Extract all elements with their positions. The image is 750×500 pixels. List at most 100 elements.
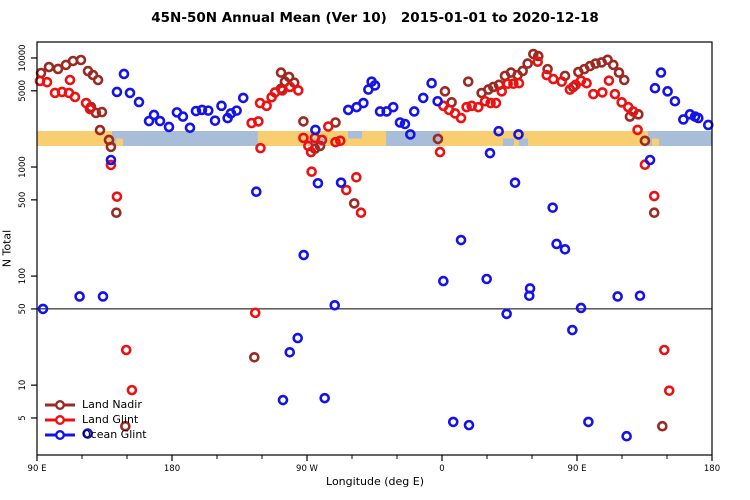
data-point xyxy=(111,191,123,202)
data-point xyxy=(399,118,411,130)
data-point xyxy=(612,291,623,302)
data-point xyxy=(472,101,484,113)
chart-title: 45N-50N Annual Mean (Ver 10) 2015-01-01 … xyxy=(151,10,599,26)
data-point xyxy=(487,81,499,93)
data-point xyxy=(432,95,443,107)
data-point xyxy=(312,177,324,189)
data-point xyxy=(542,63,553,75)
data-point xyxy=(306,166,317,177)
data-point xyxy=(37,303,49,315)
data-point xyxy=(275,67,287,78)
ocean-glint-marker-icon xyxy=(45,429,75,440)
data-point xyxy=(316,134,328,146)
data-point xyxy=(298,116,309,127)
data-point xyxy=(528,48,539,60)
data-point xyxy=(118,68,130,80)
data-point xyxy=(96,106,108,118)
data-point xyxy=(517,65,529,77)
legend-item-land-nadir: Land Nadir xyxy=(44,397,147,412)
data-point xyxy=(335,177,347,188)
x-axis-title: Longitude (deg E) xyxy=(326,475,424,488)
x-tick-label: 0 xyxy=(439,464,444,474)
data-point xyxy=(479,95,491,107)
data-point xyxy=(196,104,208,116)
data-point xyxy=(41,76,53,88)
data-point xyxy=(143,115,155,127)
strip-segment-ocean xyxy=(647,131,712,146)
data-point xyxy=(618,74,630,86)
x-axis: 90 E 180 90 W 0 90 E 180 xyxy=(28,455,720,474)
data-point xyxy=(163,121,175,133)
data-point xyxy=(358,97,369,109)
y-tick-label: 1000 xyxy=(18,156,28,178)
data-point xyxy=(314,140,326,152)
data-point xyxy=(255,142,266,154)
data-point xyxy=(329,299,341,311)
data-point xyxy=(69,91,81,103)
data-point xyxy=(567,324,578,336)
data-point xyxy=(408,106,420,117)
data-point xyxy=(490,97,502,109)
data-point xyxy=(74,291,85,302)
data-point xyxy=(644,154,656,166)
data-point xyxy=(97,291,109,302)
data-point xyxy=(292,85,304,96)
data-point xyxy=(613,67,625,78)
data-point xyxy=(284,347,296,358)
data-point xyxy=(524,283,536,294)
land-glint-marker-icon xyxy=(45,414,75,425)
data-point xyxy=(105,159,117,171)
data-point xyxy=(184,122,196,134)
data-point xyxy=(298,132,309,144)
data-point xyxy=(190,105,202,117)
data-point xyxy=(340,184,352,196)
data-point xyxy=(484,147,496,159)
data-point xyxy=(513,129,524,140)
data-point xyxy=(261,100,272,112)
legend: Land Nadir Land Glint Ocean Glint xyxy=(44,397,147,442)
legend-label: Ocean Glint xyxy=(82,428,147,441)
data-point xyxy=(84,103,96,115)
x-tick-label: 90 E xyxy=(568,464,587,474)
data-point xyxy=(342,104,354,116)
strip-segment-land xyxy=(37,131,112,146)
data-point xyxy=(203,105,214,116)
data-point xyxy=(481,273,493,285)
data-point xyxy=(461,101,472,113)
data-point xyxy=(374,106,386,117)
y-tick-label: 10 xyxy=(18,380,28,391)
data-point xyxy=(292,332,304,344)
data-point xyxy=(284,81,296,93)
data-point xyxy=(522,58,533,69)
x-tick-label: 180 xyxy=(704,464,720,474)
data-point xyxy=(43,61,55,73)
y-axis: 5 10 50 100 500 1000 5000 10000 xyxy=(18,44,37,421)
data-point xyxy=(253,116,264,127)
data-point xyxy=(590,58,601,69)
data-point xyxy=(330,136,341,148)
legend-label: Land Nadir xyxy=(82,398,142,411)
data-point xyxy=(355,207,367,219)
legend-item-ocean-glint: Ocean Glint xyxy=(44,427,147,442)
data-point xyxy=(532,56,544,68)
data-point xyxy=(678,114,689,125)
data-point xyxy=(305,146,317,158)
y-tick-label: 5000 xyxy=(18,80,28,102)
data-point xyxy=(92,74,104,86)
data-point xyxy=(52,63,64,75)
series-land-nadir xyxy=(35,48,668,432)
data-point xyxy=(126,384,138,396)
data-point xyxy=(105,154,117,166)
data-point xyxy=(669,95,681,107)
data-point xyxy=(627,106,639,117)
strip-segment-land xyxy=(440,131,648,146)
data-point xyxy=(684,109,696,120)
data-point xyxy=(501,308,512,320)
data-point xyxy=(662,86,673,97)
data-point xyxy=(547,202,559,213)
legend-label: Land Glint xyxy=(82,413,139,426)
data-point xyxy=(111,86,123,98)
data-point xyxy=(609,88,621,100)
